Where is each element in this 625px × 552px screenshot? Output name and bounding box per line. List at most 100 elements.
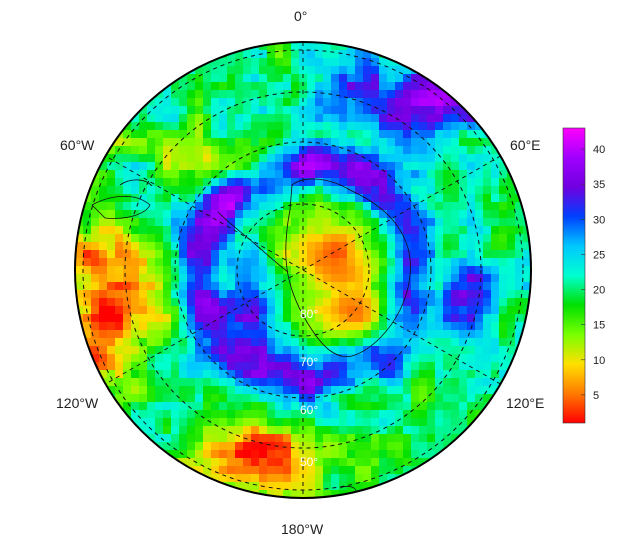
field-cell (395, 362, 404, 371)
field-cell (283, 162, 292, 171)
field-cell (283, 82, 292, 91)
field-cell (307, 410, 316, 419)
field-cell (283, 226, 292, 235)
field-cell (435, 154, 444, 163)
field-cell (235, 138, 244, 147)
field-cell (275, 450, 284, 459)
field-cell (419, 466, 428, 475)
field-cell (107, 210, 116, 219)
field-cell (467, 330, 476, 339)
field-cell (299, 82, 308, 91)
field-cell (195, 418, 204, 427)
field-cell (219, 450, 228, 459)
field-cell (251, 82, 260, 91)
field-cell (187, 186, 196, 195)
field-cell (451, 234, 460, 243)
field-cell (243, 298, 252, 307)
field-cell (155, 410, 164, 419)
field-cell (427, 90, 436, 99)
field-cell (387, 82, 396, 91)
field-cell (179, 346, 188, 355)
field-cell (235, 146, 244, 155)
field-cell (331, 466, 340, 475)
field-cell (203, 426, 212, 435)
field-cell (387, 146, 396, 155)
field-cell (195, 186, 204, 195)
field-cell (507, 306, 516, 315)
field-cell (243, 82, 252, 91)
field-cell (283, 50, 292, 59)
field-cell (139, 402, 148, 411)
field-cell (355, 74, 364, 83)
field-cell (195, 146, 204, 155)
field-cell (451, 162, 460, 171)
field-cell (451, 298, 460, 307)
field-cell (347, 130, 356, 139)
field-cell (299, 218, 308, 227)
field-cell (515, 210, 524, 219)
field-cell (195, 298, 204, 307)
field-cell (427, 218, 436, 227)
field-cell (299, 330, 308, 339)
field-cell (451, 322, 460, 331)
field-cell (251, 90, 260, 99)
field-cell (283, 330, 292, 339)
field-cell (419, 194, 428, 203)
field-cell (227, 418, 236, 427)
field-cell (283, 362, 292, 371)
field-cell (155, 362, 164, 371)
field-cell (323, 330, 332, 339)
field-cell (123, 274, 132, 283)
field-cell (107, 162, 116, 171)
field-cell (283, 194, 292, 203)
field-cell (251, 434, 260, 443)
field-cell (131, 114, 140, 123)
field-cell (347, 114, 356, 123)
field-cell (395, 226, 404, 235)
field-cell (467, 274, 476, 283)
field-cell (435, 426, 444, 435)
field-cell (195, 458, 204, 467)
field-cell (291, 490, 300, 498)
field-cell (299, 418, 308, 427)
field-cell (379, 154, 388, 163)
field-cell (131, 410, 140, 419)
field-cell (387, 418, 396, 427)
field-cell (467, 250, 476, 259)
field-cell (387, 210, 396, 219)
field-cell (315, 50, 324, 59)
field-cell (227, 114, 236, 123)
field-cell (467, 226, 476, 235)
field-cell (219, 138, 228, 147)
field-cell (331, 322, 340, 331)
field-cell (387, 370, 396, 379)
field-cell (371, 194, 380, 203)
field-cell (387, 114, 396, 123)
field-cell (267, 90, 276, 99)
field-cell (355, 258, 364, 267)
field-cell (523, 202, 531, 211)
field-cell (267, 42, 276, 51)
field-cell (123, 194, 132, 203)
field-cell (251, 66, 260, 75)
field-cell (155, 258, 164, 267)
colorbar-tick-label: 40 (593, 144, 605, 156)
field-cell (187, 138, 196, 147)
field-cell (179, 218, 188, 227)
field-cell (371, 370, 380, 379)
field-cell (443, 338, 452, 347)
field-cell (187, 418, 196, 427)
field-cell (99, 186, 108, 195)
field-cell (275, 218, 284, 227)
field-cell (307, 122, 316, 131)
field-cell (451, 394, 460, 403)
field-cell (179, 434, 188, 443)
field-cell (411, 178, 420, 187)
field-cell (331, 106, 340, 115)
field-cell (171, 354, 180, 363)
field-cell (243, 378, 252, 387)
field-cell (483, 330, 492, 339)
field-cell (419, 410, 428, 419)
field-cell (155, 122, 164, 131)
field-cell (307, 202, 316, 211)
